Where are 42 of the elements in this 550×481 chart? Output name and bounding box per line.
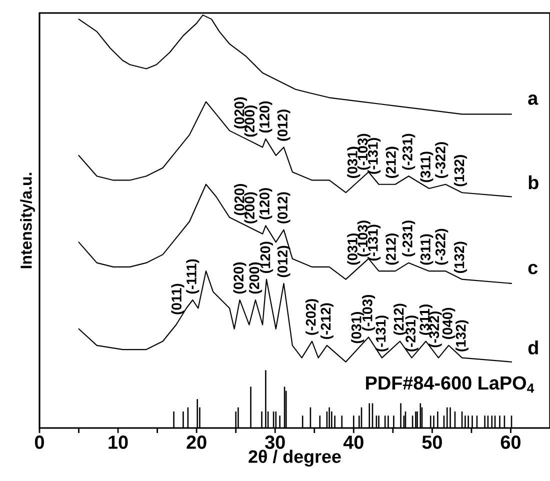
x-tick-label: 20 xyxy=(186,436,206,449)
annotation: (-231) xyxy=(402,134,416,170)
series-label: c xyxy=(528,264,538,274)
annotation: (132) xyxy=(454,242,467,273)
annotation: (311) xyxy=(420,234,434,265)
annotation: (-322) xyxy=(435,142,448,178)
x-tick-label: 50 xyxy=(422,436,442,449)
annotation: (120) xyxy=(260,242,273,273)
annotation: (-322) xyxy=(435,228,448,265)
annotation: (020) xyxy=(233,262,246,294)
annotation: (012) xyxy=(277,110,290,141)
x-axis-title: 2θ / degree xyxy=(248,450,341,467)
annotation: (-111) xyxy=(186,259,200,294)
annotation: (120) xyxy=(259,101,272,133)
annotation: (011) xyxy=(171,284,184,314)
annotation: (212) xyxy=(386,146,399,178)
x-tick-label: 10 xyxy=(108,436,128,449)
series-label: b xyxy=(528,175,538,190)
x-tick-label: 60 xyxy=(500,436,520,449)
x-tick-label: 40 xyxy=(343,436,364,449)
annotation: (200) xyxy=(248,262,262,294)
annotation: (132) xyxy=(456,320,469,352)
annotation: (-231) xyxy=(402,220,416,256)
annotation: (-212) xyxy=(320,303,334,340)
x-tick-label: 0 xyxy=(34,436,44,449)
annotation: (311) xyxy=(420,152,434,182)
annotation: (-202) xyxy=(306,299,319,335)
annotation: (-231) xyxy=(405,316,418,352)
series-label: a xyxy=(528,94,538,105)
annotation: (040) xyxy=(442,308,456,340)
annotation: (-103) xyxy=(362,294,376,331)
annotation: (012) xyxy=(277,192,290,224)
series-label: PDF#84-600 LaPO$_{4}$ xyxy=(366,376,534,393)
y-axis-title: Intensity/a.u. xyxy=(20,172,35,268)
annotation: (-131) xyxy=(375,316,388,352)
annotation: (012) xyxy=(277,246,290,278)
series-label: d xyxy=(528,340,538,354)
annotation: (120) xyxy=(259,188,272,220)
annotation: (132) xyxy=(454,155,467,186)
x-tick-label: 30 xyxy=(265,436,285,449)
annotation: (212) xyxy=(393,304,406,335)
annotation: (212) xyxy=(386,234,399,265)
